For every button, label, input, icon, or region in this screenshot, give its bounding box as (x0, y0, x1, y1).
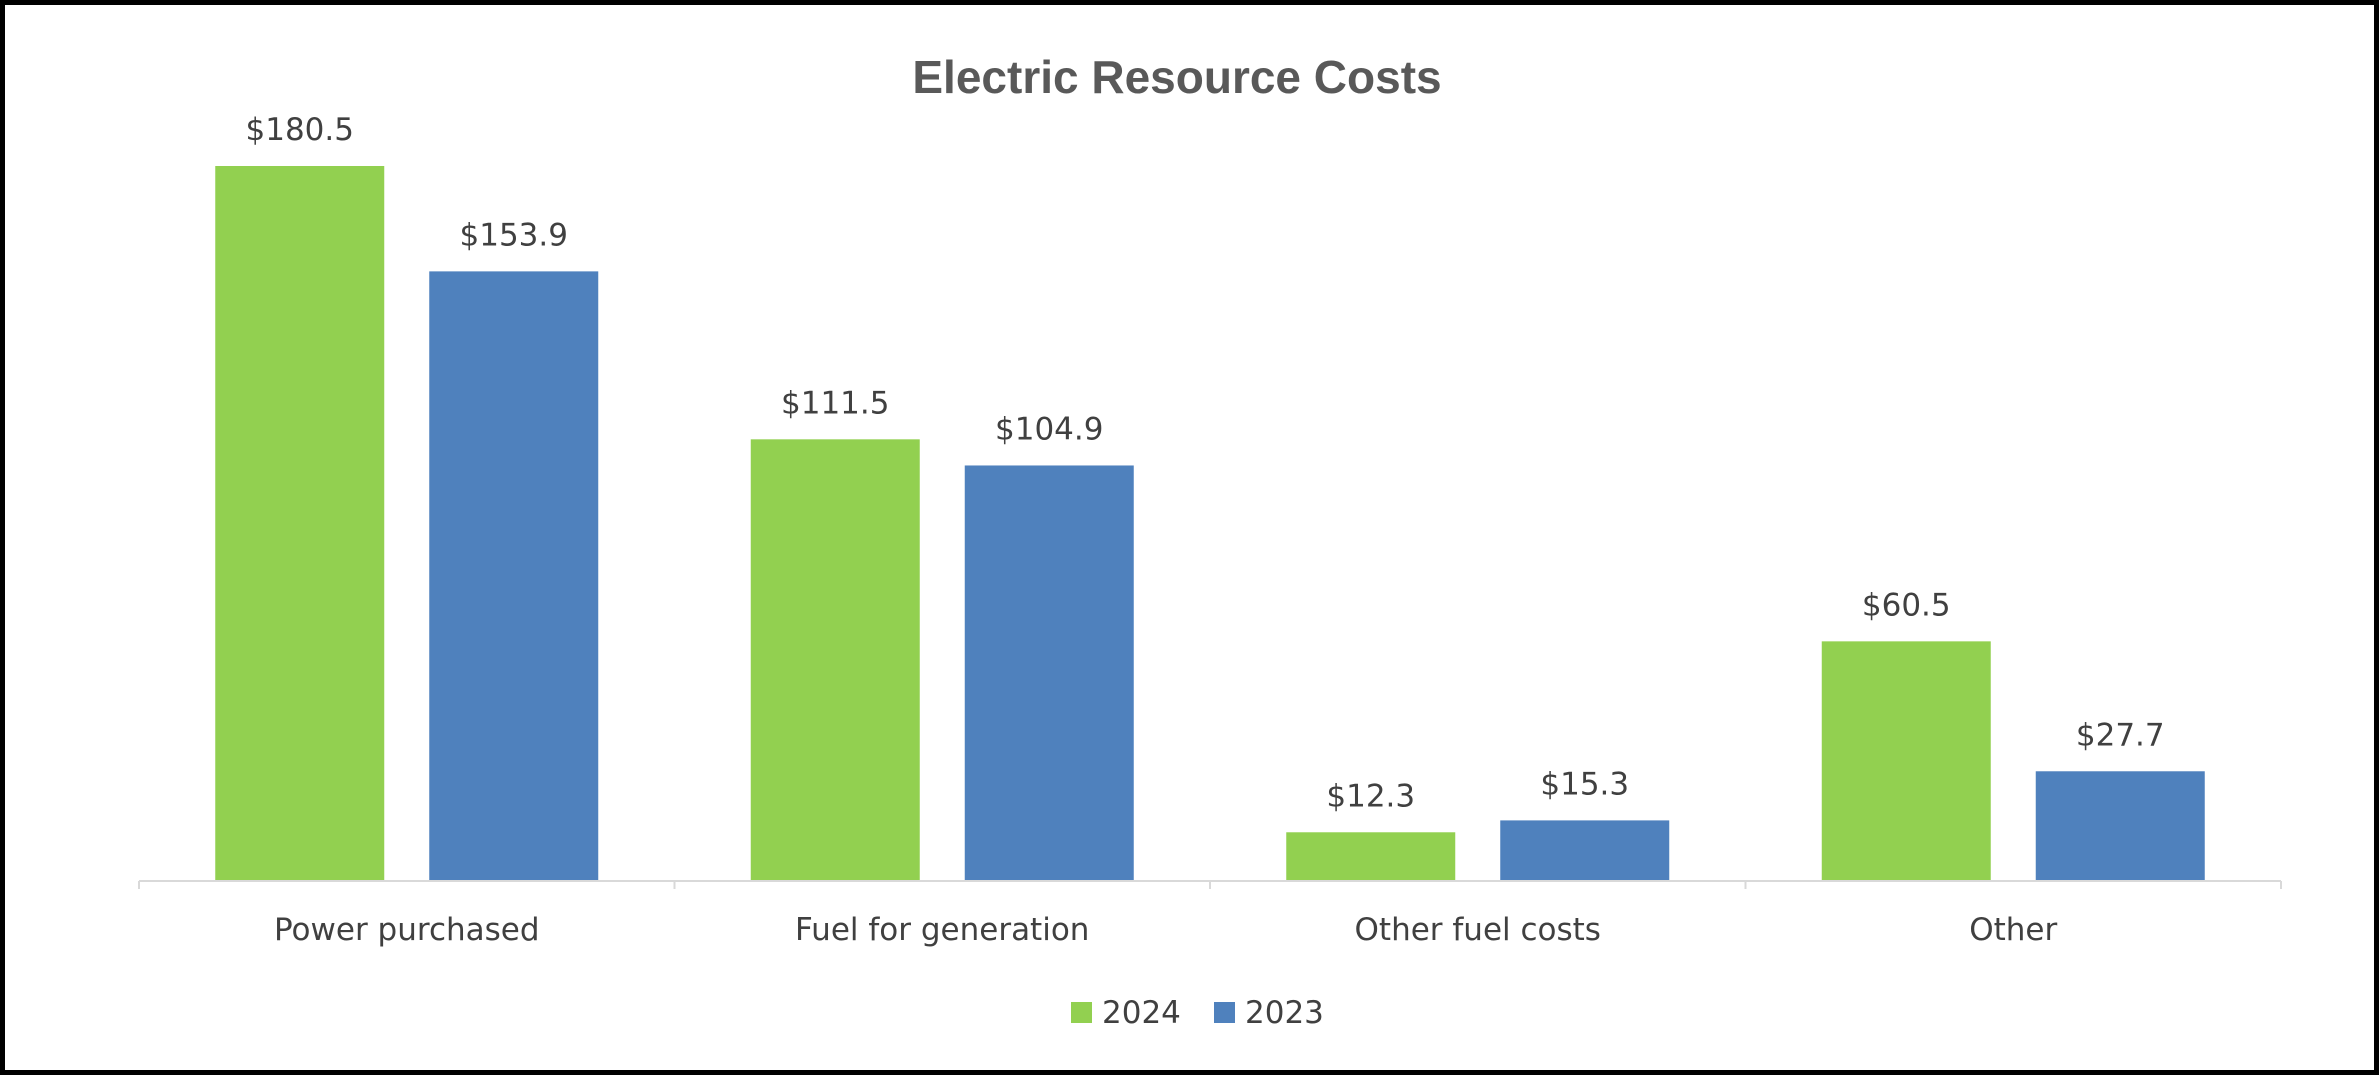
bar-2024-0 (215, 166, 385, 881)
legend-swatch-2024 (1071, 1002, 1092, 1023)
bar-2023-3 (2035, 771, 2205, 881)
chart-title: Electric Resource Costs (912, 51, 1441, 103)
data-labels-group: $180.5 $153.9 $111.5 $104.9 $12.3 $15.3 $60.5 $… (246, 112, 2165, 814)
legend-label-2023: 2023 (1245, 995, 1324, 1031)
bar-2024-1 (750, 439, 920, 881)
x-axis-ticks (138, 881, 2282, 889)
data-label-2024-3: $60.5 (1862, 587, 1951, 623)
x-axis-labels: Power purchased Fuel for generation Other … (274, 912, 2058, 948)
bar-chart: Electric Resource Costs $180.5 $153.9 $111… (138, 51, 2282, 1031)
data-label-2023-1: $104.9 (995, 411, 1103, 447)
data-label-2024-2: $12.3 (1326, 778, 1415, 814)
bar-2023-0 (429, 271, 599, 881)
legend-label-2024: 2024 (1102, 995, 1181, 1031)
x-tick-label: Power purchased (274, 912, 540, 948)
bar-2024-3 (1821, 641, 1991, 881)
legend-swatch-2023 (1214, 1002, 1235, 1023)
bars-group (215, 166, 2205, 881)
bar-2024-2 (1286, 832, 1456, 881)
data-label-2024-1: $111.5 (781, 385, 889, 421)
data-label-2023-0: $153.9 (460, 217, 568, 253)
data-label-2024-0: $180.5 (246, 112, 354, 148)
data-label-2023-2: $15.3 (1540, 766, 1629, 802)
x-tick-label: Fuel for generation (795, 912, 1089, 948)
x-tick-label: Other fuel costs (1355, 912, 1601, 948)
x-tick-label: Other (1969, 912, 2057, 948)
bar-2023-2 (1500, 820, 1670, 881)
data-label-2023-3: $27.7 (2076, 717, 2165, 753)
bar-2023-1 (964, 465, 1134, 881)
legend: 2024 2023 (1071, 995, 1324, 1031)
